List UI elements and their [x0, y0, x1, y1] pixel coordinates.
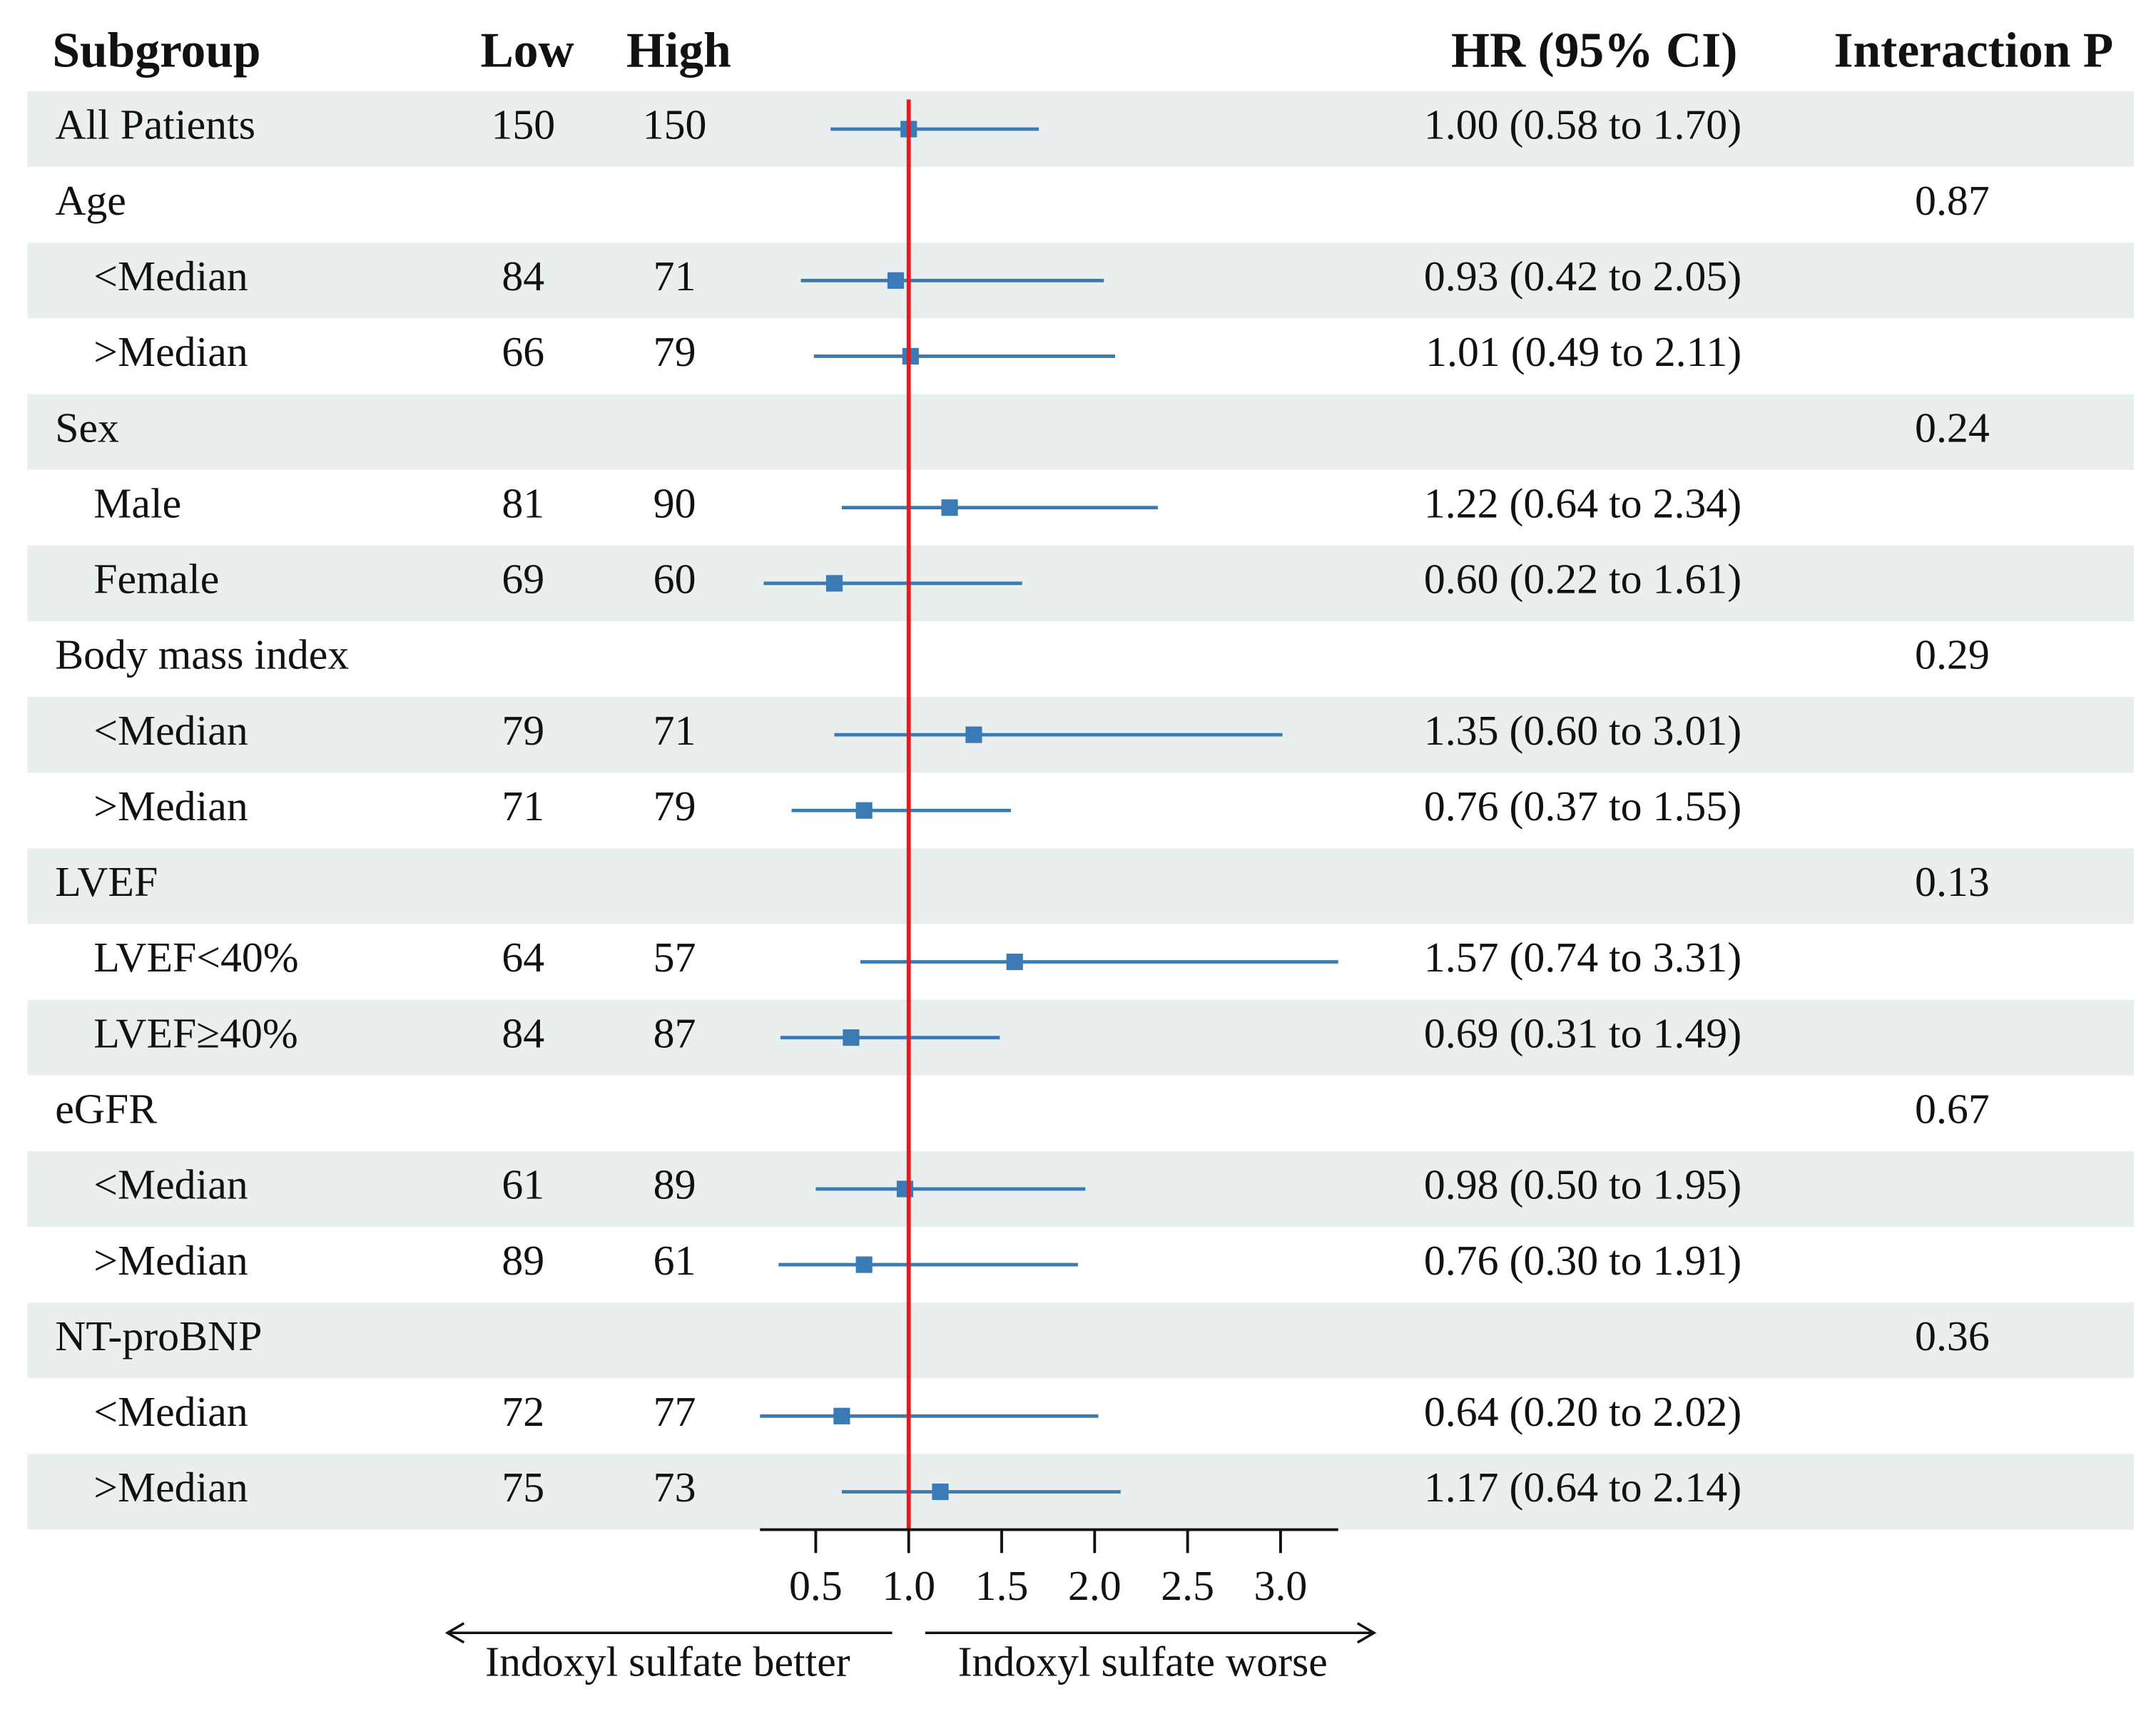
hr-label: 0.64 (0.20 to 2.02) [1424, 1388, 1741, 1435]
high-count: 79 [654, 782, 696, 830]
low-count: 66 [502, 328, 544, 375]
low-count: 150 [491, 101, 555, 148]
arrow-left [444, 1622, 893, 1644]
high-count: 61 [654, 1237, 696, 1284]
low-count: 72 [502, 1388, 544, 1435]
x-tick-label: 2.5 [1161, 1562, 1214, 1609]
header-high: High [626, 24, 731, 78]
low-count: 61 [502, 1161, 544, 1208]
header-low: Low [480, 24, 574, 78]
subgroup-label: NT-proBNP [55, 1312, 262, 1359]
hr-point [1006, 953, 1023, 971]
p-value: 0.29 [1915, 631, 1990, 678]
header-p: Interaction P [1834, 24, 2114, 78]
subgroup-label: eGFR [55, 1086, 157, 1133]
row-band [27, 999, 2135, 1076]
high-count: 89 [654, 1161, 696, 1208]
hr-point [833, 1407, 850, 1424]
hr-label: 1.00 (0.58 to 1.70) [1424, 101, 1741, 148]
hr-label: 1.35 (0.60 to 3.01) [1424, 707, 1741, 754]
hr-point [932, 1483, 949, 1501]
subgroup-label: LVEF<40% [93, 934, 298, 981]
row-band [27, 1302, 2135, 1379]
x-tick-label: 1.0 [882, 1562, 935, 1609]
high-count: 73 [654, 1464, 696, 1511]
hr-point [825, 575, 843, 592]
high-count: 77 [654, 1388, 696, 1435]
header-hr: HR (95% CI) [1451, 24, 1737, 78]
subgroup-label: LVEF≥40% [93, 1009, 298, 1056]
high-count: 57 [654, 934, 696, 981]
low-count: 79 [502, 707, 544, 754]
p-value: 0.36 [1915, 1312, 1990, 1359]
subgroup-label: Age [55, 177, 126, 224]
x-tick-label: 2.0 [1068, 1562, 1122, 1609]
hr-point [941, 499, 958, 516]
hr-label: 0.93 (0.42 to 2.05) [1424, 252, 1741, 300]
hr-label: 1.22 (0.64 to 2.34) [1424, 479, 1741, 526]
high-count: 71 [654, 707, 696, 754]
header-subgroup: Subgroup [52, 24, 260, 78]
subgroup-label: All Patients [55, 101, 255, 148]
subgroup-label: LVEF [55, 858, 158, 905]
arrow-label-right: Indoxyl sulfate worse [958, 1638, 1328, 1685]
row-band [27, 848, 2135, 924]
low-count: 84 [502, 252, 544, 300]
p-value: 0.87 [1915, 177, 1990, 224]
subgroup-label: Body mass index [55, 631, 349, 678]
low-count: 81 [502, 479, 544, 526]
p-value: 0.67 [1915, 1086, 1990, 1133]
arrow-label-left: Indoxyl sulfate better [485, 1638, 850, 1685]
p-value: 0.24 [1915, 404, 1990, 451]
low-count: 89 [502, 1237, 544, 1284]
hr-label: 0.76 (0.37 to 1.55) [1424, 782, 1741, 830]
row-band [27, 394, 2135, 470]
hr-point [887, 272, 905, 289]
high-count: 60 [654, 556, 696, 603]
x-tick-label: 3.0 [1254, 1562, 1308, 1609]
subgroup-label: <Median [93, 707, 248, 754]
hr-label: 0.69 (0.31 to 1.49) [1424, 1009, 1741, 1056]
x-tick-label: 0.5 [789, 1562, 843, 1609]
x-tick-label: 1.5 [975, 1562, 1029, 1609]
subgroup-label: <Median [93, 1388, 248, 1435]
hr-label: 1.01 (0.49 to 2.11) [1425, 328, 1741, 375]
hr-label: 0.60 (0.22 to 1.61) [1424, 556, 1741, 603]
subgroup-label: Female [93, 556, 219, 603]
subgroup-label: Male [93, 479, 181, 526]
low-count: 75 [502, 1464, 544, 1511]
high-count: 87 [654, 1009, 696, 1056]
low-count: 84 [502, 1009, 544, 1056]
subgroup-label: <Median [93, 1161, 248, 1208]
subgroup-label: Sex [55, 404, 119, 451]
row-band [27, 545, 2135, 621]
high-count: 90 [654, 479, 696, 526]
low-count: 71 [502, 782, 544, 830]
hr-label: 0.76 (0.30 to 1.91) [1424, 1237, 1741, 1284]
subgroup-label: >Median [93, 328, 248, 375]
low-count: 64 [502, 934, 544, 981]
p-value: 0.13 [1915, 858, 1990, 905]
hr-label: 1.57 (0.74 to 3.31) [1424, 934, 1741, 981]
subgroup-label: >Median [93, 1237, 248, 1284]
low-count: 69 [502, 556, 544, 603]
hr-label: 1.17 (0.64 to 2.14) [1424, 1464, 1741, 1511]
subgroup-label: >Median [93, 782, 248, 830]
hr-point [855, 1256, 873, 1273]
high-count: 150 [643, 101, 707, 148]
arrow-right [925, 1622, 1377, 1644]
hr-point [965, 726, 982, 743]
subgroup-label: <Median [93, 252, 248, 300]
hr-point [855, 802, 873, 819]
subgroup-label: >Median [93, 1464, 248, 1511]
high-count: 71 [654, 252, 696, 300]
row-band [27, 91, 2135, 168]
hr-point [843, 1029, 860, 1046]
hr-label: 0.98 (0.50 to 1.95) [1424, 1161, 1741, 1208]
high-count: 79 [654, 328, 696, 375]
